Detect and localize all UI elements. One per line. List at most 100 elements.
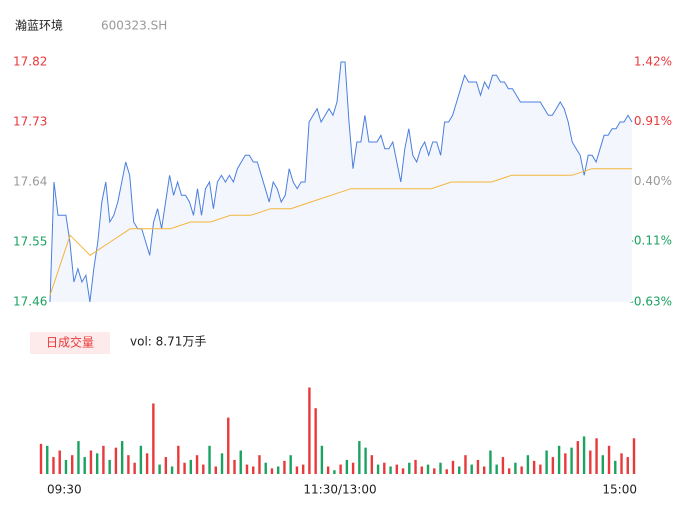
volume-bar xyxy=(252,466,255,474)
volume-bar xyxy=(420,466,423,474)
volume-bar xyxy=(557,445,561,474)
volume-bar xyxy=(582,436,586,474)
volume-bar xyxy=(214,466,217,474)
volume-bar xyxy=(227,417,230,474)
volume-bar xyxy=(158,464,161,474)
volume-bar xyxy=(570,447,573,474)
volume-bar xyxy=(501,457,505,474)
volume-bar xyxy=(139,445,143,474)
x-tick-label: 15:00 xyxy=(602,483,637,497)
volume-bar xyxy=(164,457,168,474)
volume-bar xyxy=(258,455,261,474)
volume-bar xyxy=(470,464,473,474)
volume-bar xyxy=(71,455,74,474)
volume-bar xyxy=(451,460,455,474)
volume-bar xyxy=(233,459,236,474)
volume-bar xyxy=(458,466,461,474)
volume-bar xyxy=(414,459,417,474)
volume-bar xyxy=(152,403,155,474)
volume-bar xyxy=(539,464,542,474)
volume-bar xyxy=(39,443,43,474)
volume-bar xyxy=(514,462,517,474)
volume-bar xyxy=(289,455,292,474)
volume-bar xyxy=(102,445,105,474)
volume-bar xyxy=(295,466,299,474)
volume-legend: 日成交量 xyxy=(46,335,94,350)
volume-bar xyxy=(114,447,118,474)
volume-bar xyxy=(270,468,274,474)
volume-bar xyxy=(133,462,136,474)
volume-bar xyxy=(189,459,193,474)
volume-bar xyxy=(239,450,242,474)
volume-bar xyxy=(326,466,330,474)
volume-bar xyxy=(545,450,548,474)
volume-bar xyxy=(408,462,411,474)
volume-bar xyxy=(89,450,93,474)
volume-bar xyxy=(620,453,623,474)
volume-bar xyxy=(439,462,442,474)
y-tick-label: 17.73 xyxy=(13,115,47,129)
volume-bar xyxy=(220,453,224,474)
volume-bar xyxy=(58,450,61,474)
volume-bar xyxy=(389,466,392,474)
volume-bar xyxy=(177,445,180,474)
volume-bar xyxy=(145,453,149,474)
price-area xyxy=(50,62,632,302)
volume-bar xyxy=(83,457,86,474)
volume-bar xyxy=(401,468,405,474)
volume-bar xyxy=(345,459,349,474)
volume-bar xyxy=(595,438,598,474)
volume-bar xyxy=(308,387,311,474)
volume-bar xyxy=(127,455,130,474)
volume-bar xyxy=(482,466,486,474)
volume-bar xyxy=(301,464,305,474)
y2-tick-label: -0.63% xyxy=(630,295,672,309)
volume-bar xyxy=(507,468,511,474)
stock-code: 600323.SH xyxy=(101,19,167,33)
volume-bar xyxy=(358,441,361,474)
volume-bar xyxy=(95,453,99,474)
volume-bar xyxy=(351,462,355,474)
y-tick-label: 17.64 xyxy=(13,175,47,189)
volume-bar xyxy=(551,457,555,474)
volume-bar xyxy=(170,466,174,474)
volume-bar xyxy=(476,459,480,474)
volume-bar xyxy=(433,468,436,474)
y2-tick-label: 1.42% xyxy=(634,55,672,69)
volume-bar xyxy=(183,462,186,474)
volume-bar xyxy=(333,470,336,474)
volume-bar xyxy=(77,441,80,474)
volume-bar xyxy=(576,441,580,474)
y-tick-label: 17.55 xyxy=(13,235,47,249)
volume-bar xyxy=(626,457,629,474)
stock-name: 瀚蓝环境 xyxy=(15,18,63,33)
volume-bar xyxy=(601,455,604,474)
volume-bar xyxy=(364,447,367,474)
volume-bar xyxy=(395,464,398,474)
x-tick-label: 11:30/13:00 xyxy=(303,483,376,497)
volume-bar xyxy=(376,464,380,474)
volume-bar xyxy=(489,450,492,474)
volume-bar xyxy=(426,464,430,474)
y-tick-label: 17.46 xyxy=(13,295,47,309)
volume-value: vol: 8.71万手 xyxy=(130,335,206,349)
x-tick-label: 09:30 xyxy=(47,483,82,497)
volume-bar xyxy=(314,408,317,474)
y-tick-label: 17.82 xyxy=(13,55,47,69)
y2-tick-label: 0.40% xyxy=(634,174,672,188)
volume-bar xyxy=(564,453,567,474)
volume-bar xyxy=(495,464,498,474)
volume-bar xyxy=(52,457,55,474)
volume-bar xyxy=(46,445,49,474)
y2-tick-label: -0.11% xyxy=(630,234,672,248)
volume-bar xyxy=(320,445,324,474)
volume-bar xyxy=(202,464,205,474)
volume-bar xyxy=(64,459,68,474)
volume-bar xyxy=(614,460,617,474)
volume-bar xyxy=(108,459,111,474)
average-line xyxy=(49,168,632,296)
volume-bar xyxy=(445,469,448,474)
volume-bar xyxy=(370,455,374,474)
volume-bar xyxy=(532,460,536,474)
